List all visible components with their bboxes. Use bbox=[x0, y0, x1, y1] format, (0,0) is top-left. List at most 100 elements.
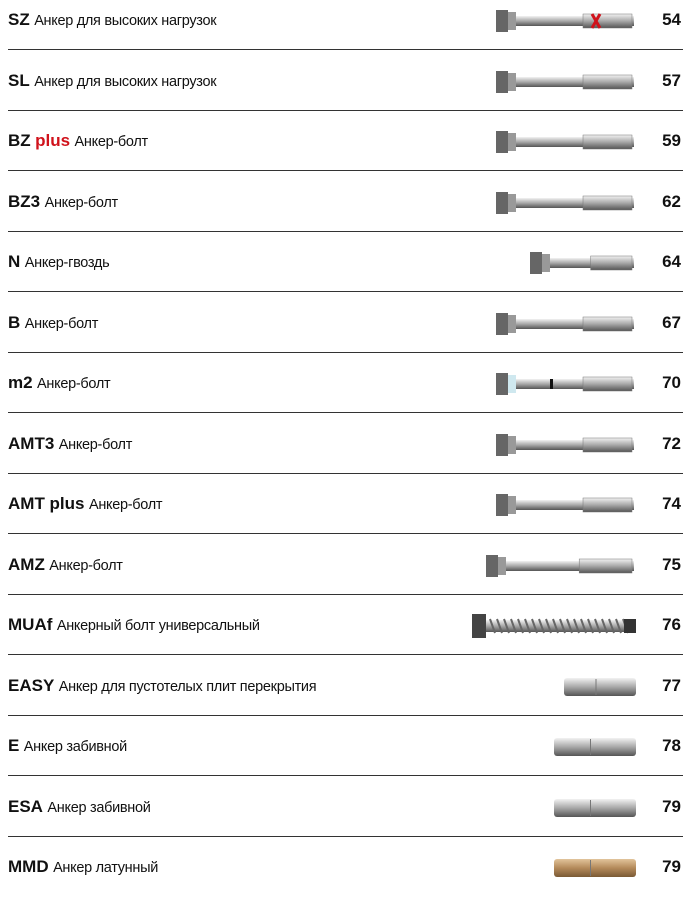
product-code: SL bbox=[8, 71, 30, 90]
page-number: 77 bbox=[662, 666, 681, 706]
entry-label: ESA Анкер забивной bbox=[8, 787, 151, 827]
index-row: BZ3 Анкер-болт 62 bbox=[0, 182, 685, 242]
anchor-image bbox=[490, 306, 640, 342]
entry-label: B Анкер-болт bbox=[8, 303, 98, 343]
product-code: B bbox=[8, 313, 20, 332]
product-code: ESA bbox=[8, 797, 43, 816]
anchor-image bbox=[550, 729, 640, 765]
page-number: 74 bbox=[662, 484, 681, 524]
index-row: AMT3 Анкер-болт 72 bbox=[0, 424, 685, 484]
page-number: 78 bbox=[662, 726, 681, 766]
entry-label: AMZ Анкер-болт bbox=[8, 545, 123, 585]
separator bbox=[8, 775, 683, 776]
anchor-image bbox=[560, 669, 640, 705]
product-description: Анкер для высоких нагрузок bbox=[34, 13, 216, 29]
product-description: Анкер-болт bbox=[59, 437, 132, 453]
product-description: Анкер-гвоздь bbox=[25, 255, 110, 271]
entry-label: EASY Анкер для пустотелых плит перекрыти… bbox=[8, 666, 316, 706]
index-row: ESA Анкер забивной 79 bbox=[0, 787, 685, 847]
page-number: 57 bbox=[662, 61, 681, 101]
anchor-image bbox=[510, 245, 640, 281]
product-code: m2 bbox=[8, 373, 33, 392]
separator bbox=[8, 654, 683, 655]
index-row: BZ plus Анкер-болт 59 bbox=[0, 121, 685, 181]
separator bbox=[8, 836, 683, 837]
page-number: 76 bbox=[662, 605, 681, 645]
product-code: AMZ bbox=[8, 555, 45, 574]
separator bbox=[8, 412, 683, 413]
index-row: EASY Анкер для пустотелых плит перекрыти… bbox=[0, 666, 685, 726]
product-description: Анкер-болт bbox=[37, 376, 110, 392]
separator bbox=[8, 291, 683, 292]
index-row: N Анкер-гвоздь 64 bbox=[0, 242, 685, 302]
anchor-image bbox=[490, 64, 640, 100]
product-description: Анкер-болт bbox=[25, 316, 98, 332]
page-number: 79 bbox=[662, 787, 681, 827]
index-list: SZ Анкер для высоких нагрузок 54 SL Анкер … bbox=[0, 0, 685, 880]
index-row: E Анкер забивной 78 bbox=[0, 726, 685, 786]
page-number: 62 bbox=[662, 182, 681, 222]
entry-label: SZ Анкер для высоких нагрузок bbox=[8, 0, 216, 40]
product-code: BZ bbox=[8, 131, 31, 150]
anchor-image bbox=[490, 3, 640, 39]
anchor-image bbox=[550, 790, 640, 826]
separator bbox=[8, 231, 683, 232]
product-code: EASY bbox=[8, 676, 54, 695]
anchor-image bbox=[490, 185, 640, 221]
separator bbox=[8, 110, 683, 111]
entry-label: BZ plus Анкер-болт bbox=[8, 121, 148, 161]
page-number: 64 bbox=[662, 242, 681, 282]
anchor-image bbox=[490, 487, 640, 523]
anchor-image bbox=[490, 366, 640, 402]
entry-label: MUAf Анкерный болт универсальный bbox=[8, 605, 260, 645]
product-description: Анкер-болт bbox=[45, 195, 118, 211]
product-description: Анкер забивной bbox=[47, 800, 150, 816]
entry-label: m2 Анкер-болт bbox=[8, 363, 110, 403]
page-number: 79 bbox=[662, 847, 681, 887]
page-number: 59 bbox=[662, 121, 681, 161]
entry-label: SL Анкер для высоких нагрузок bbox=[8, 61, 216, 101]
product-description: Анкер забивной bbox=[24, 739, 127, 755]
separator bbox=[8, 533, 683, 534]
anchor-image bbox=[470, 608, 640, 644]
separator bbox=[8, 715, 683, 716]
product-code: SZ bbox=[8, 10, 30, 29]
product-code: N bbox=[8, 252, 20, 271]
entry-label: E Анкер забивной bbox=[8, 726, 127, 766]
entry-label: MMD Анкер латунный bbox=[8, 847, 158, 887]
product-description: Анкер-болт bbox=[49, 558, 122, 574]
index-row: B Анкер-болт 67 bbox=[0, 303, 685, 363]
index-row: MMD Анкер латунный 79 bbox=[0, 847, 685, 907]
product-code: MUAf bbox=[8, 615, 52, 634]
index-row: m2 Анкер-болт 70 bbox=[0, 363, 685, 423]
product-code: AMT plus bbox=[8, 494, 85, 513]
index-row: SL Анкер для высоких нагрузок 57 bbox=[0, 61, 685, 121]
product-code: MMD bbox=[8, 857, 49, 876]
anchor-image bbox=[480, 548, 640, 584]
product-code-accent: plus bbox=[35, 131, 70, 150]
product-description: Анкерный болт универсальный bbox=[57, 618, 260, 634]
page-number: 75 bbox=[662, 545, 681, 585]
product-code: E bbox=[8, 736, 19, 755]
product-description: Анкер латунный bbox=[53, 860, 158, 876]
anchor-image bbox=[490, 124, 640, 160]
product-description: Анкер для пустотелых плит перекрытия bbox=[59, 679, 317, 695]
page-number: 72 bbox=[662, 424, 681, 464]
page-number: 70 bbox=[662, 363, 681, 403]
product-description: Анкер-болт bbox=[75, 134, 148, 150]
page-number: 54 bbox=[662, 0, 681, 40]
index-row: MUAf Анкерный болт универсальный 76 bbox=[0, 605, 685, 665]
entry-label: AMT3 Анкер-болт bbox=[8, 424, 132, 464]
index-row: SZ Анкер для высоких нагрузок 54 bbox=[0, 0, 685, 60]
anchor-image bbox=[490, 427, 640, 463]
product-code: BZ3 bbox=[8, 192, 40, 211]
product-description: Анкер для высоких нагрузок bbox=[34, 74, 216, 90]
entry-label: N Анкер-гвоздь bbox=[8, 242, 109, 282]
separator bbox=[8, 594, 683, 595]
anchor-image bbox=[550, 850, 640, 886]
separator bbox=[8, 170, 683, 171]
page-number: 67 bbox=[662, 303, 681, 343]
entry-label: BZ3 Анкер-болт bbox=[8, 182, 118, 222]
index-row: AMZ Анкер-болт 75 bbox=[0, 545, 685, 605]
